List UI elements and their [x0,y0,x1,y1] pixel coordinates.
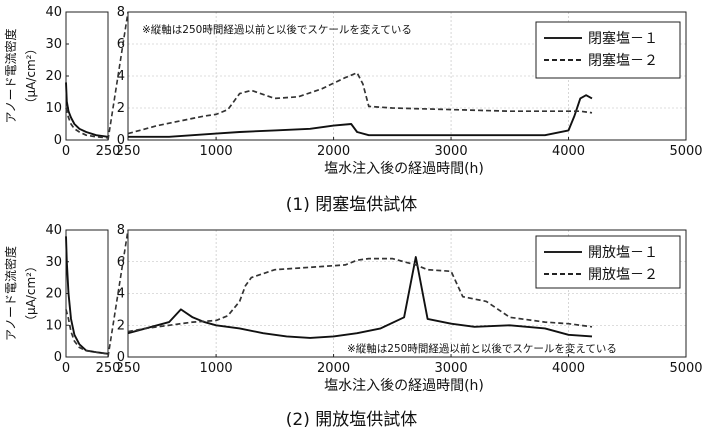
chart-1-late-xtick-label: 3000 [435,144,468,159]
chart-2-early-ytick-label: 30 [45,255,62,270]
chart-1-late-ytick-label: 4 [117,69,125,84]
chart-1-late-xtick-label: 4000 [552,144,585,159]
chart-2-late-ytick-label: 2 [117,318,125,333]
chart-2-caption: (2) 開放塩供試体 [285,410,418,430]
chart-1-caption: (1) 閉塞塩供試体 [285,195,418,215]
chart-2-late-xtick-label: 1000 [200,361,233,376]
chart-2-late-ytick-label: 4 [117,287,125,302]
chart-1-series-1-late-line [128,94,593,138]
chart-2-early-xtick-label: 250 [96,361,121,376]
chart-1-early-ytick-label: 10 [45,101,62,116]
chart-1-late-xtick-label: 250 [116,144,141,159]
chart-2-series-1-late-line [127,256,593,339]
chart-1-series-2-late-line [127,71,593,135]
chart-1-x-axis-label: 塩水注入後の経過時間(h) [324,161,484,177]
chart-1-early-ytick-label: 40 [45,5,62,20]
chart-2-late-panel-frame [127,229,687,358]
chart-1-early-xtick-label: 0 [62,144,70,159]
chart-1-early-ytick-label: 20 [45,69,62,84]
chart-2-late-xtick-label: 4000 [552,361,585,376]
chart-2-late-xtick-label: 5000 [669,361,702,376]
chart-1-scale-note: ※縦軸は250時間経過以前と以後でスケールを変えている [142,23,412,36]
chart-1-late-ytick-label: 0 [117,133,125,148]
chart-2-scale-connector [107,229,129,358]
chart-2-series-2-late-line [127,257,593,333]
chart-2-late-xtick-label: 3000 [435,361,468,376]
chart-2-early-ytick-label: 20 [45,287,62,302]
chart-2-legend-label-1: 開放塩－１ [588,245,658,261]
chart-2-late-xtick-label: 250 [116,361,141,376]
chart-2-early-ytick-label: 10 [45,318,62,333]
chart-2-series-2-early-line [65,309,109,355]
chart-1-y-axis-label: アノード電流密度 [3,29,18,124]
chart-2-scale-note: ※縦軸は250時間経過以前と以後でスケールを変えている [347,342,617,355]
chart-1-y-axis-unit: （μA/cm²） [24,43,38,110]
chart-1-late-panel-frame [127,11,687,141]
chart-2-early-ytick-label: 0 [54,350,62,365]
chart-2-late-ytick-label: 6 [117,255,125,270]
chart-1-late-ytick-label: 2 [117,101,125,116]
chart-1-late-xtick-label: 2000 [317,144,350,159]
chart-2-y-axis-unit: （μA/cm²） [24,260,38,327]
chart-2-y-axis-label: アノード電流密度 [3,246,18,341]
chart-1-late-ytick-label: 8 [117,5,125,20]
chart-1-late-ytick-label: 6 [117,37,125,52]
chart-2-early-panel-frame [65,229,109,358]
chart-1-early-ytick-label: 30 [45,37,62,52]
chart-1-late-xtick-label: 5000 [669,144,702,159]
chart-2-early-ytick-label: 40 [45,223,62,238]
chart-1-legend-label-1: 閉塞塩－１ [588,30,658,47]
chart-1-series-2-early-line [65,107,109,139]
chart-1-legend-box [535,21,681,79]
chart-2-late-xtick-label: 2000 [317,361,350,376]
chart-1-series-1-early-line [65,82,109,138]
chart-1-late-xtick-label: 1000 [200,144,233,159]
chart-2-legend-box [535,235,681,289]
chart-2-legend-label-2: 開放塩－２ [588,267,658,283]
chart-1-early-ytick-label: 0 [54,133,62,148]
chart-1-scale-connector [107,11,129,141]
chart-2-late-ytick-label: 8 [117,223,125,238]
chart-2-early-xtick-label: 0 [62,361,70,376]
chart-1-early-xtick-label: 250 [96,144,121,159]
chart-2-x-axis-label: 塩水注入後の経過時間(h) [324,378,484,394]
chart-1-legend-label-2: 閉塞塩－２ [588,52,658,69]
chart-2-series-1-early-line [65,236,109,355]
chart-2-late-ytick-label: 0 [117,350,125,365]
